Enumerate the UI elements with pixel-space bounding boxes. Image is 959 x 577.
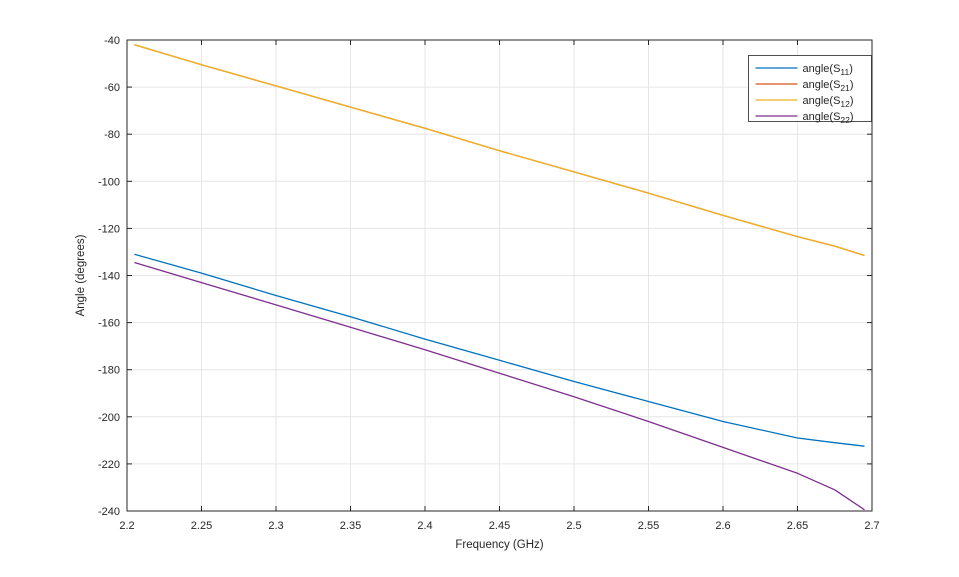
x-axis-label: Frequency (GHz) <box>455 539 543 551</box>
y-tick-label: -200 <box>98 412 120 424</box>
legend-item-angle-s11-: angle(S11) <box>755 63 853 77</box>
legend-item-label: angle(S11) <box>803 63 853 77</box>
series-line-angle-s12- <box>134 44 865 257</box>
y-axis-label: Angle (degrees) <box>75 234 87 316</box>
tick-marks <box>126 39 873 512</box>
x-tick-label: 2.45 <box>489 520 510 532</box>
legend-item-angle-s12-: angle(S12) <box>755 95 854 109</box>
series-line-angle-s11- <box>134 253 865 447</box>
x-tick-label: 2.25 <box>191 520 212 532</box>
y-tick-label: -160 <box>98 318 120 330</box>
y-tick-label: -240 <box>98 506 120 518</box>
x-tick-label: 2.7 <box>864 520 879 532</box>
y-tick-label: -180 <box>98 365 120 377</box>
x-tick-label: 2.5 <box>566 520 581 532</box>
y-tick-label: -60 <box>104 82 120 94</box>
legend-item-label: angle(S12) <box>803 95 854 109</box>
x-tick-label: 2.35 <box>340 520 361 532</box>
x-tick-label: 2.2 <box>119 520 134 532</box>
legend-item-label: angle(S22) <box>803 111 854 125</box>
y-tick-label: -100 <box>98 176 120 188</box>
legend: angle(S11) angle(S21) angle(S12) angle(S22) <box>748 55 872 125</box>
x-tick-label: 2.65 <box>787 520 808 532</box>
series-line-angle-s22- <box>134 261 865 511</box>
legend-item-angle-s21-: angle(S21) <box>755 79 854 93</box>
y-tick-label: -140 <box>98 271 120 283</box>
y-tick-label: -80 <box>104 129 120 141</box>
tick-labels: 2.2 2.25 2.3 2.35 2.4 2.45 2.5 2.55 2.6 2.65 2.7 -2… <box>98 35 880 532</box>
x-tick-label: 2.4 <box>417 520 432 532</box>
y-tick-label: -120 <box>98 223 120 235</box>
y-tick-label: -220 <box>98 459 120 471</box>
legend-item-angle-s22-: angle(S22) <box>755 111 854 125</box>
x-tick-label: 2.6 <box>715 520 730 532</box>
x-tick-label: 2.3 <box>268 520 283 532</box>
legend-item-label: angle(S21) <box>803 79 854 93</box>
y-tick-label: -40 <box>104 35 120 47</box>
x-tick-label: 2.55 <box>638 520 659 532</box>
legend-box <box>748 55 872 122</box>
series-group <box>134 44 865 511</box>
